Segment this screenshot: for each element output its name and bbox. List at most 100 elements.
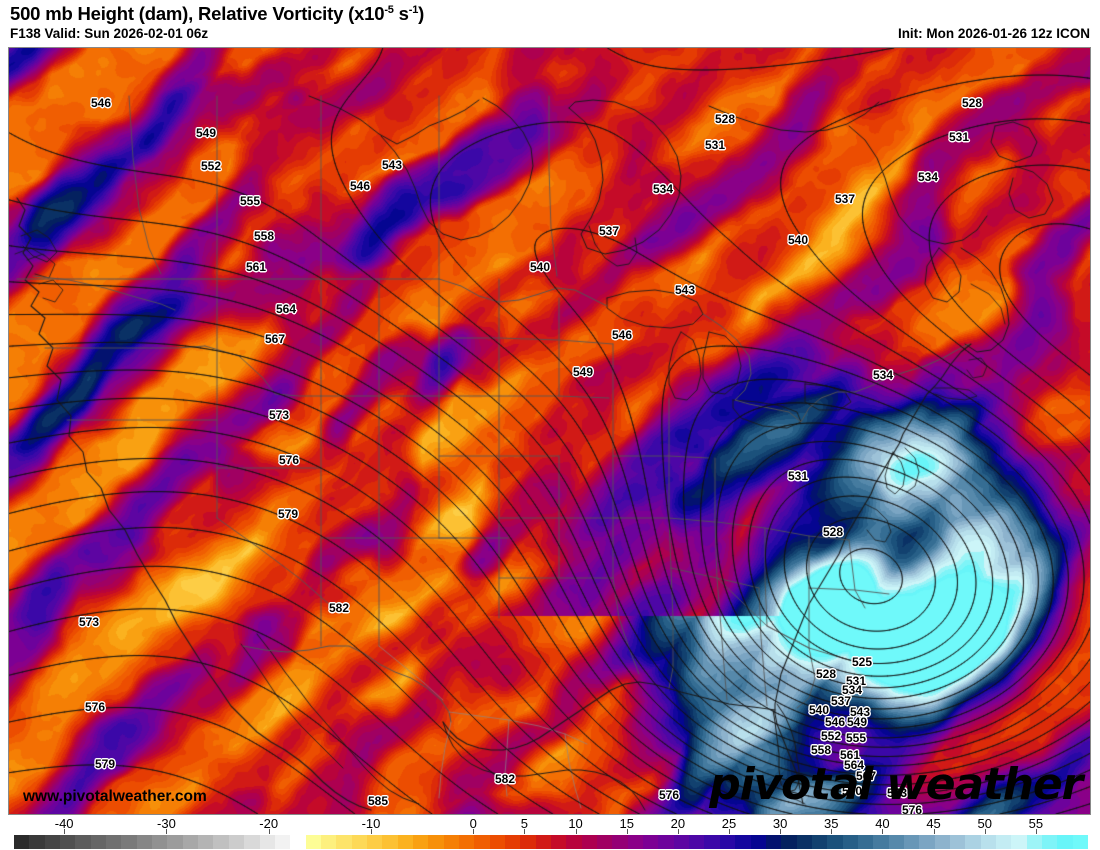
colorbar-block: [796, 835, 812, 849]
colorbar-tick-label: -10: [361, 816, 381, 831]
colorbar-tick-mark: [729, 829, 730, 834]
colorbar-block: [29, 835, 45, 849]
colorbar-tick-label: -30: [157, 816, 176, 831]
colorbar-block: [75, 835, 91, 849]
colorbar-block: [581, 835, 598, 849]
colorbar-block: [996, 835, 1012, 849]
colorbar-tick-label: 25: [721, 816, 737, 831]
colorbar-block: [382, 835, 398, 849]
colorbar-tick-mark: [933, 829, 935, 834]
colorbar-tick-label: 40: [875, 816, 890, 831]
colorbar-block: [1042, 835, 1058, 849]
valid-time-label: F138 Valid: Sun 2026-02-01 06z: [10, 26, 209, 41]
colorbar-block: [290, 835, 306, 849]
colorbar-block: [351, 835, 367, 849]
colorbar-block: [366, 835, 383, 849]
colorbar-block: [903, 835, 920, 849]
colorbar-block: [842, 835, 858, 849]
colorbar-block: [244, 835, 260, 849]
colorbar-block: [1072, 835, 1089, 849]
colorbar-block: [873, 835, 889, 849]
colorbar-block: [505, 835, 521, 849]
colorbar-block: [750, 835, 766, 849]
title-text: 500 mb Height (dam), Relative Vorticity …: [10, 3, 385, 24]
colorbar-block: [949, 835, 966, 849]
colorbar-block: [1057, 835, 1073, 849]
colorbar-tick-mark: [166, 829, 168, 834]
weather-map[interactable]: 546 549 552 555 558 561 564 567 573 576 579 582 573 5…: [8, 47, 1091, 815]
colorbar-tick-mark: [626, 829, 628, 834]
colorbar-block: [781, 835, 797, 849]
colorbar-tick-mark: [64, 829, 66, 834]
colorbar-tick-mark: [575, 829, 577, 834]
colorbar-block: [1011, 835, 1027, 849]
colorbar-block: [919, 835, 935, 849]
colorbar-block: [458, 835, 475, 849]
colorbar-block: [689, 835, 705, 849]
colorbar-block: [888, 835, 904, 849]
colorbar-tick-mark: [1035, 829, 1037, 834]
colorbar-tick-label: 55: [1028, 816, 1044, 831]
colorbar-tick-label: 50: [977, 816, 992, 831]
colorbar-tick-label: 35: [824, 816, 839, 831]
colorbar: -40 -30 -20 -10 0 5 10 15 20 25 30 35 40 45 50 55: [0, 815, 1100, 850]
colorbar-block: [397, 835, 413, 849]
colorbar-gradient-strip: [13, 834, 1089, 850]
colorbar-block: [213, 835, 229, 849]
map-raster-canvas: [9, 48, 1090, 814]
colorbar-tick-row: -40 -30 -20 -10 0 5 10 15 20 25 30 35 40 45 50 55: [0, 815, 1100, 834]
colorbar-tick-mark: [984, 829, 986, 834]
colorbar-block: [44, 835, 61, 849]
site-url-watermark: www.pivotalweather.com: [23, 788, 207, 805]
colorbar-tick-label: 10: [568, 816, 583, 831]
colorbar-block: [857, 835, 874, 849]
colorbar-block: [336, 835, 352, 849]
colorbar-block: [735, 835, 751, 849]
colorbar-tick-label: 0: [469, 816, 477, 831]
colorbar-block: [182, 835, 199, 849]
colorbar-block: [121, 835, 137, 849]
colorbar-block: [198, 835, 214, 849]
colorbar-block: [489, 835, 505, 849]
colorbar-block: [520, 835, 536, 849]
colorbar-block: [535, 835, 552, 849]
colorbar-block: [443, 835, 459, 849]
colorbar-block: [152, 835, 168, 849]
colorbar-block: [90, 835, 107, 849]
colorbar-block: [965, 835, 981, 849]
colorbar-tick-mark: [882, 829, 884, 834]
colorbar-block: [827, 835, 843, 849]
colorbar-tick-mark: [780, 829, 782, 834]
colorbar-block: [228, 835, 245, 849]
colorbar-block: [704, 835, 720, 849]
colorbar-block: [934, 835, 950, 849]
colorbar-block: [14, 835, 30, 849]
colorbar-block: [136, 835, 153, 849]
colorbar-block: [765, 835, 782, 849]
colorbar-block: [167, 835, 183, 849]
colorbar-block: [274, 835, 291, 849]
title-suffix: ): [418, 3, 425, 24]
colorbar-tick-mark: [524, 829, 526, 834]
colorbar-block: [612, 835, 628, 849]
colorbar-block: [551, 835, 567, 849]
colorbar-block: [627, 835, 644, 849]
colorbar-block: [1026, 835, 1043, 849]
colorbar-tick-label: 45: [926, 816, 941, 831]
colorbar-block: [597, 835, 613, 849]
title-mid: s: [393, 3, 409, 24]
colorbar-block: [980, 835, 996, 849]
page-title: 500 mb Height (dam), Relative Vorticity …: [10, 3, 424, 25]
colorbar-tick-mark: [371, 829, 372, 834]
colorbar-block: [673, 835, 690, 849]
init-time-label: Init: Mon 2026-01-26 12z ICON: [897, 26, 1090, 41]
colorbar-block: [658, 835, 674, 849]
colorbar-block: [719, 835, 736, 849]
colorbar-tick-mark: [831, 829, 833, 834]
colorbar-tick-mark: [677, 829, 679, 834]
colorbar-tick-mark: [473, 829, 475, 834]
colorbar-tick-label: 5: [520, 816, 529, 831]
colorbar-tick-mark: [268, 829, 270, 834]
colorbar-block: [320, 835, 337, 849]
colorbar-tick-label: 20: [670, 816, 686, 831]
